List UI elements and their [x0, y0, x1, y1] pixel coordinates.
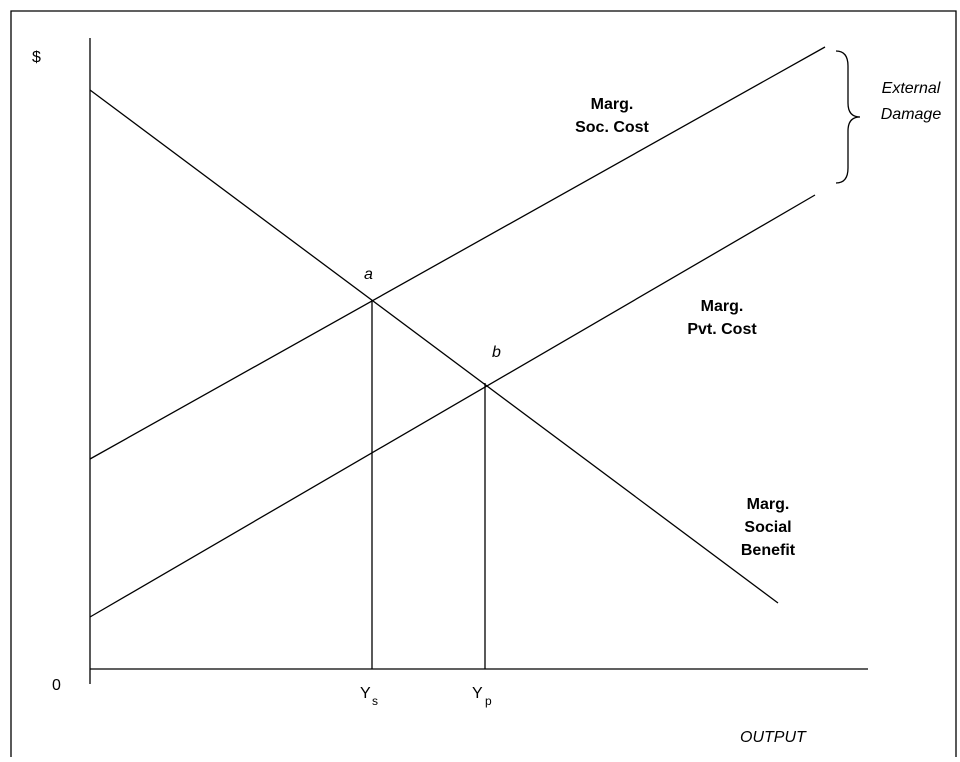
x-axis-label: OUTPUT [740, 729, 807, 746]
external-damage-label: External Damage [881, 80, 942, 123]
svg-text:External: External [882, 80, 941, 97]
marginal-private-cost-curve [89, 194, 816, 618]
mpc-label: Marg. Pvt. Cost [687, 298, 757, 338]
frame-border [10, 10, 957, 757]
svg-text:Marg.: Marg. [747, 496, 790, 513]
svg-text:Pvt. Cost: Pvt. Cost [687, 321, 757, 338]
yp-tick-label: Y p [472, 685, 492, 708]
svg-text:s: s [372, 694, 378, 708]
external-damage-brace [835, 50, 861, 184]
msc-label: Marg. Soc. Cost [575, 96, 649, 136]
svg-text:Marg.: Marg. [591, 96, 634, 113]
svg-text:p: p [485, 694, 492, 708]
point-b-label: b [492, 344, 501, 361]
marginal-social-cost-curve [89, 46, 826, 460]
svg-text:Benefit: Benefit [741, 542, 796, 559]
svg-text:Soc. Cost: Soc. Cost [575, 119, 649, 136]
svg-text:Damage: Damage [881, 106, 942, 123]
point-a-label: a [364, 266, 373, 283]
marginal-social-benefit-curve [89, 89, 779, 604]
ys-tick-label: Y s [360, 685, 378, 708]
svg-text:Y: Y [360, 685, 371, 702]
svg-text:Marg.: Marg. [701, 298, 744, 315]
origin-label: 0 [52, 677, 61, 694]
svg-text:Social: Social [744, 519, 791, 536]
mb-label: Marg. Social Benefit [741, 496, 796, 559]
y-axis-label: $ [32, 49, 41, 66]
svg-text:Y: Y [472, 685, 483, 702]
